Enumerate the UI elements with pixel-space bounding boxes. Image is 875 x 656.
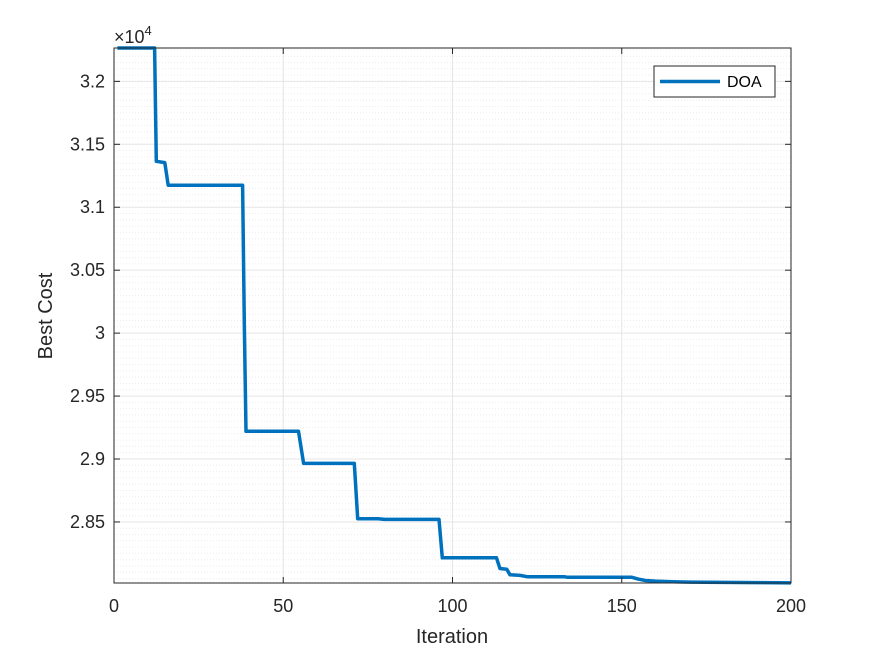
x-tick-label: 150 (607, 596, 637, 616)
y-scale-factor: ×104 (114, 23, 152, 47)
major-grid (114, 48, 791, 583)
series-layer (117, 46, 792, 585)
x-axis-ticks: 0 50 100 150 200 (109, 48, 806, 616)
y-scale-multiplier: ×10 (114, 27, 145, 47)
y-tick-label: 2.85 (70, 512, 105, 532)
legend[interactable]: DOA (653, 65, 776, 98)
series-line-doa (117, 46, 792, 585)
x-tick-label: 50 (273, 596, 293, 616)
y-tick-label: 3.15 (70, 134, 105, 154)
legend-label-doa: DOA (727, 74, 762, 91)
x-axis-label: Iteration (416, 626, 488, 648)
y-tick-label: 3.2 (80, 71, 105, 91)
y-tick-label: 2.95 (70, 386, 105, 406)
y-tick-label: 3.1 (80, 197, 105, 217)
y-scale-exponent: 4 (145, 23, 152, 38)
y-axis-ticks: 2.85 2.9 2.95 3 3.05 3.1 3.15 3.2 (70, 71, 791, 532)
x-tick-label: 200 (776, 596, 806, 616)
x-tick-label: 100 (437, 596, 467, 616)
y-tick-label: 3 (95, 323, 105, 343)
y-axis-label: Best Cost (35, 272, 57, 359)
y-tick-label: 2.9 (80, 449, 105, 469)
x-tick-label: 0 (109, 596, 119, 616)
y-tick-label: 3.05 (70, 260, 105, 280)
